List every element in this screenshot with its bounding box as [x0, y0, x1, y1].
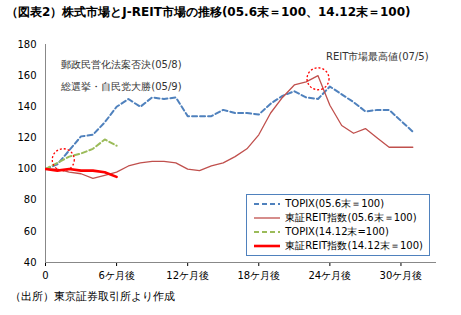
html-text:TOPIX(14.12末=100): TOPIX(14.12末=100): [285, 226, 389, 237]
svg-text:12ケ月後: 12ケ月後: [166, 270, 209, 281]
svg-text:総選挙・自民党大勝(05/9): 総選挙・自民党大勝(05/9): [60, 81, 181, 92]
svg-text:6ケ月後: 6ケ月後: [98, 270, 134, 281]
svg-text:24ケ月後: 24ケ月後: [308, 270, 351, 281]
svg-text:80: 80: [24, 194, 37, 205]
svg-text:18ケ月後: 18ケ月後: [237, 270, 280, 281]
svg-text:40: 40: [24, 257, 37, 268]
svg-text:30ケ月後: 30ケ月後: [380, 270, 423, 281]
html-text:東証REIT指数(05.6末＝100): 東証REIT指数(05.6末＝100): [285, 212, 417, 223]
html-text:TOPIX(05.6末＝100): TOPIX(05.6末＝100): [285, 198, 385, 209]
svg-text:140: 140: [17, 101, 36, 112]
html-text:（出所）東京証券取引所より作成: （出所）東京証券取引所より作成: [10, 290, 175, 302]
svg-text:0: 0: [42, 270, 48, 281]
svg-text:100: 100: [17, 163, 36, 174]
svg-text:郵政民営化法案否決(05/8): 郵政民営化法案否決(05/8): [61, 59, 181, 70]
html-text:東証REIT指数(14.12末＝100): 東証REIT指数(14.12末＝100): [285, 240, 423, 251]
svg-text:120: 120: [17, 132, 36, 143]
svg-text:160: 160: [17, 70, 36, 81]
svg-text:180: 180: [17, 39, 36, 50]
svg-text:REIT市場最高値(07/5): REIT市場最高値(07/5): [326, 51, 429, 62]
svg-text:60: 60: [24, 226, 37, 237]
html-text:（図表2）株式市場とJ-REIT市場の推移(05.6末＝10: （図表2）株式市場とJ-REIT市場の推移(05.6末＝100、14.12末＝1…: [6, 5, 411, 19]
